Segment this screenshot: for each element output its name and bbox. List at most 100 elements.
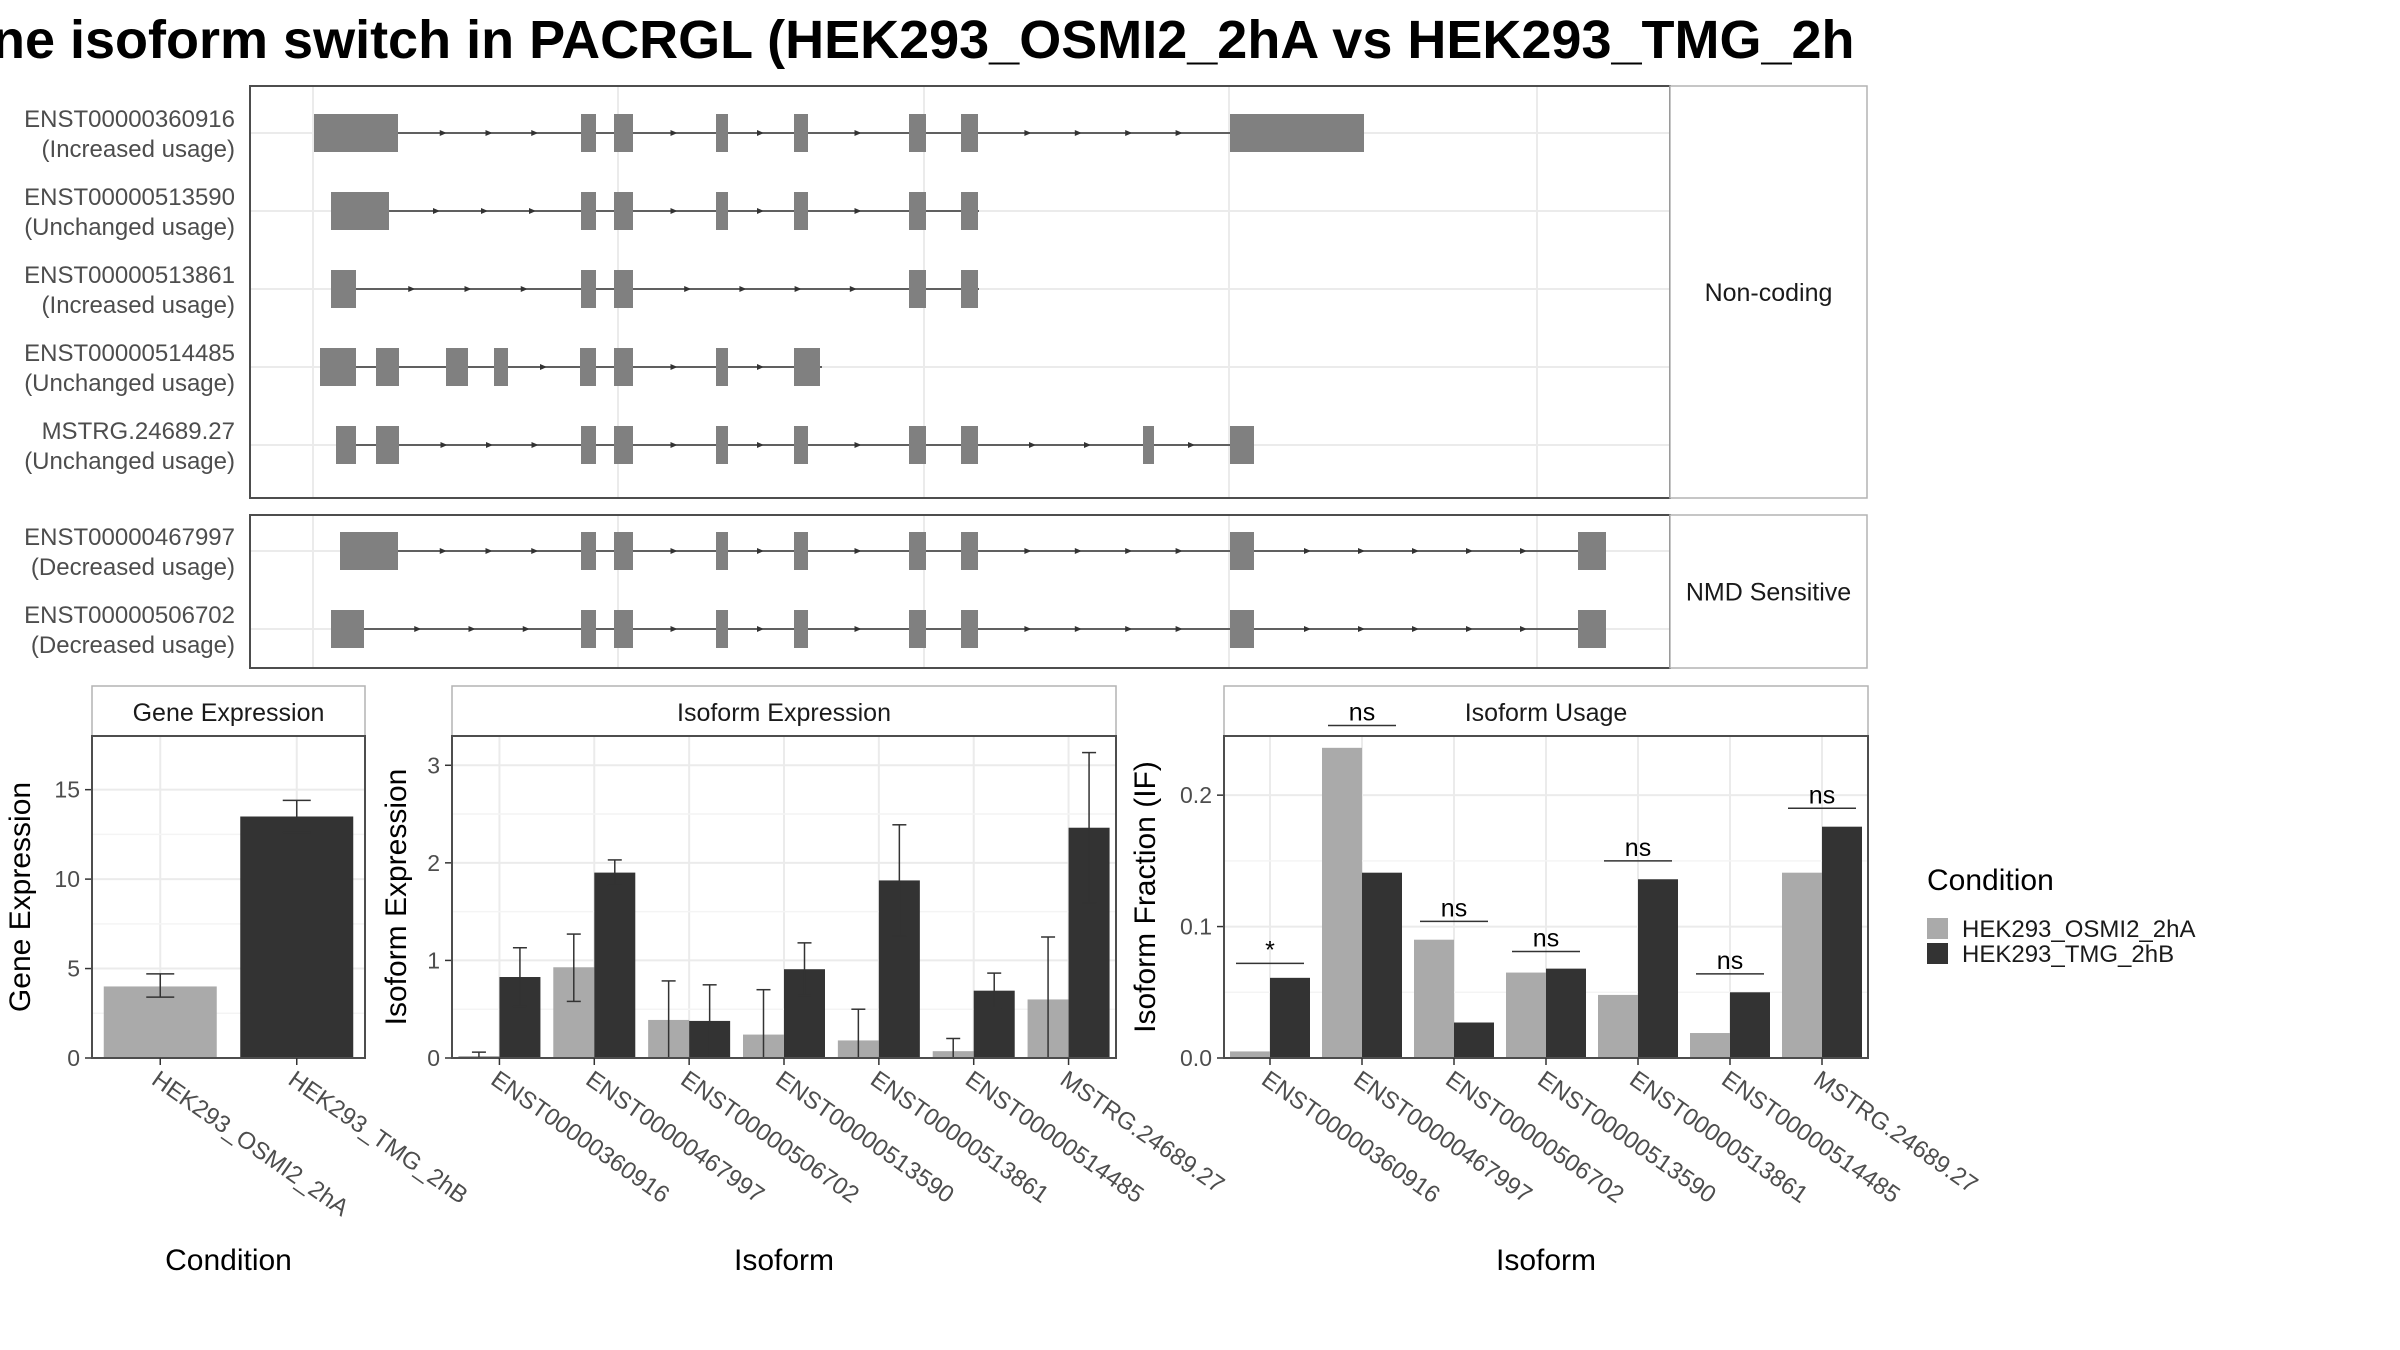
intron-direction-arrow (670, 208, 678, 214)
exon-block (614, 114, 633, 152)
x-tick-label: ENST00000506702 (676, 1066, 864, 1209)
intron-direction-arrow (1125, 130, 1133, 136)
chart-title: Isoform Usage (1465, 699, 1628, 727)
isoform-row-usage: (Increased usage) (42, 292, 235, 319)
exon-block (909, 192, 926, 230)
intron-direction-arrow (439, 130, 447, 136)
intron-direction-arrow (522, 626, 530, 632)
exon-block (961, 610, 978, 648)
isoform-row-id: ENST00000513590 (24, 184, 235, 211)
exon-block (376, 426, 399, 464)
bar (594, 872, 636, 1058)
exon-block (581, 114, 596, 152)
bar (1546, 968, 1586, 1058)
exon-block (1240, 114, 1364, 152)
exon-block (1230, 426, 1240, 464)
intron-direction-arrow (1029, 442, 1036, 448)
isoform-row-id: ENST00000513861 (24, 262, 235, 289)
exon-block (961, 114, 978, 152)
intron-direction-arrow (486, 442, 493, 448)
bar (1598, 994, 1638, 1058)
intron-direction-arrow (1358, 548, 1365, 554)
intron-direction-arrow (757, 364, 764, 370)
intron-direction-arrow (1074, 130, 1082, 136)
intron-direction-arrow (529, 208, 536, 214)
chart-title: Gene Expression (133, 699, 325, 727)
intron-direction-arrow (1466, 626, 1473, 632)
x-tick-label: ENST00000514485 (960, 1066, 1148, 1209)
exon-block (376, 348, 399, 386)
bar (1230, 1051, 1270, 1058)
exon-block (614, 426, 633, 464)
x-tick-label: MSTRG.24689.27 (1055, 1066, 1229, 1199)
exon-block (581, 532, 596, 570)
y-axis-title: Isoform Expression (380, 769, 413, 1026)
exon-block (460, 348, 468, 386)
condition-legend: Condition HEK293_OSMI2_2hA HEK293_TMG_2h… (1927, 864, 2195, 968)
intron-direction-arrow (854, 626, 862, 632)
isoform-row-usage: (Unchanged usage) (24, 448, 235, 475)
intron-direction-arrow (757, 130, 764, 136)
y-tick-label: 0 (67, 1045, 80, 1071)
intron-direction-arrow (670, 364, 678, 370)
y-tick-label: 3 (427, 752, 440, 778)
legend-swatch-osmi2 (1927, 918, 1948, 939)
intron-direction-arrow (520, 286, 528, 292)
structure-panel-frame (249, 514, 1671, 669)
y-tick-label: 15 (54, 777, 80, 803)
intron-direction-arrow (1024, 626, 1032, 632)
exon-block (581, 270, 596, 308)
chart-title: Isoform Expression (677, 699, 891, 727)
isoform-row-usage: (Unchanged usage) (24, 214, 235, 241)
exon-block (716, 426, 728, 464)
isoform-row-id: ENST00000506702 (24, 602, 235, 629)
isoform-row-id: ENST00000467997 (24, 524, 235, 551)
intron-direction-arrow (670, 626, 678, 632)
legend-label-tmg: HEK293_TMG_2hB (1962, 941, 2174, 968)
bar (1270, 977, 1310, 1058)
intron-direction-arrow (1520, 626, 1527, 632)
exon-block (1240, 426, 1254, 464)
exon-block (1230, 114, 1240, 152)
intron-direction-arrow (468, 626, 476, 632)
isoform-usage-chart: Isoform Usage0.00.10.2*nsnsnsnsnsnsENST0… (1129, 685, 1982, 1277)
exon-block (961, 532, 978, 570)
intron-direction-arrow (439, 548, 447, 554)
exon-block (1230, 532, 1240, 570)
intron-direction-arrow (1175, 130, 1183, 136)
intron-direction-arrow (670, 442, 678, 448)
x-tick-label: ENST00000467997 (581, 1066, 769, 1209)
bar (1730, 992, 1770, 1058)
exon-block (331, 192, 389, 230)
bar (103, 986, 217, 1058)
bar (1454, 1022, 1494, 1058)
intron-direction-arrow (854, 442, 862, 448)
intron-direction-arrow (684, 286, 692, 292)
intron-direction-arrow (757, 626, 764, 632)
intron-direction-arrow (1520, 548, 1527, 554)
y-tick-label: 0.2 (1180, 782, 1212, 808)
exon-block (794, 532, 808, 570)
x-tick-label: ENST00000513861 (865, 1066, 1053, 1209)
intron-direction-arrow (1358, 626, 1365, 632)
x-axis-title: Isoform (734, 1244, 834, 1277)
intron-direction-arrow (757, 548, 764, 554)
exon-block (716, 348, 728, 386)
exon-block (331, 610, 364, 648)
intron-direction-arrow (739, 286, 747, 292)
structure-panel-frame (249, 85, 1671, 499)
transcript-structure-plot: Non-coding ENST00000360916 (Increased usag… (24, 85, 1868, 669)
exon-block (909, 426, 926, 464)
x-tick-label: ENST00000360916 (486, 1066, 674, 1209)
intron-direction-arrow (1412, 626, 1419, 632)
intron-direction-arrow (481, 208, 488, 214)
exon-block (716, 114, 728, 152)
legend-title: Condition (1927, 864, 2054, 897)
intron-direction-arrow (440, 442, 448, 448)
legend-swatch-tmg (1927, 943, 1948, 964)
significance-label: ns (1441, 894, 1467, 922)
exon-block (614, 610, 633, 648)
exon-block (1230, 610, 1240, 648)
intron-direction-arrow (531, 548, 539, 554)
intron-direction-arrow (1175, 548, 1183, 554)
